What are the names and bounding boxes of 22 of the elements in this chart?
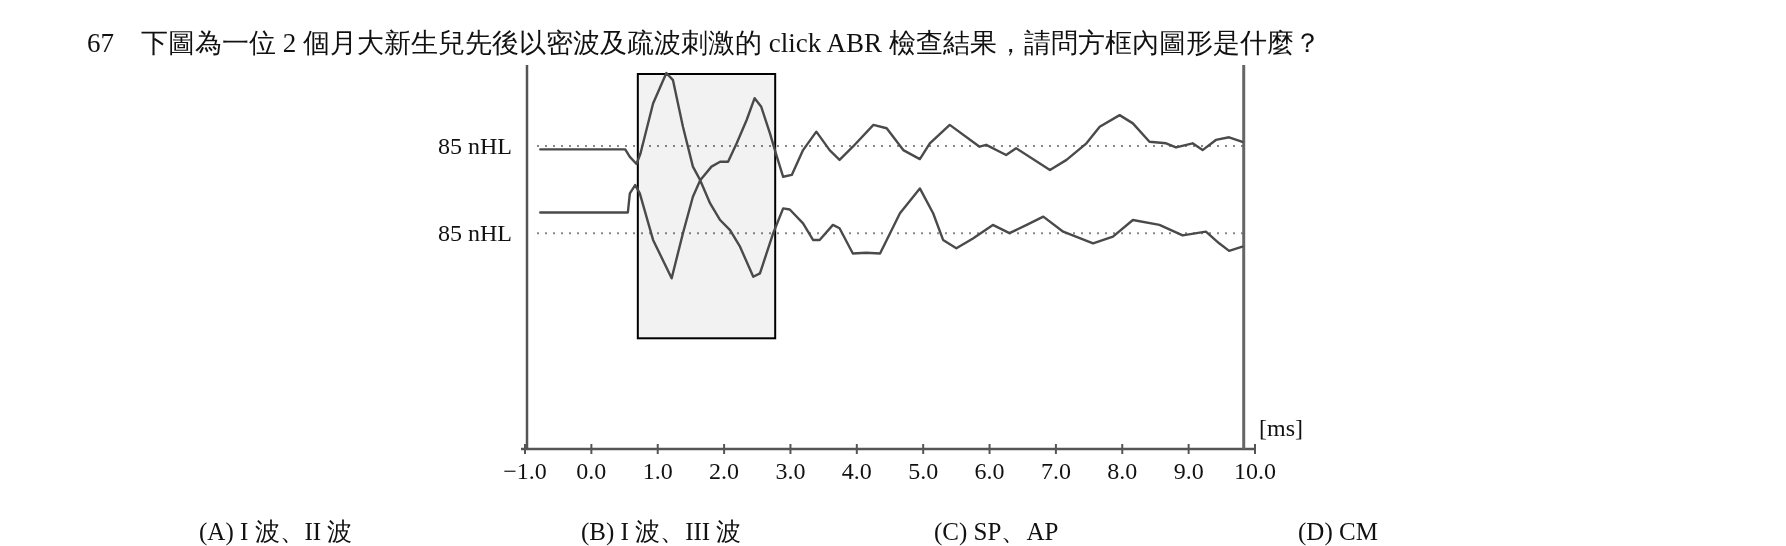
x-tick-label: 4.0 <box>841 458 872 484</box>
ref-line: 85 nHL <box>438 132 1245 159</box>
x-tick-label: 1.0 <box>642 458 673 484</box>
x-axis-title: [ms] <box>1259 415 1303 441</box>
annotation: (C) SP、AP <box>934 518 1059 545</box>
ref-line-label: 85 nHL <box>438 132 512 159</box>
x-tick-label: 8.0 <box>1107 458 1138 484</box>
x-tick-label: 6.0 <box>974 458 1005 484</box>
x-tick-label: 0.0 <box>576 458 607 484</box>
x-tick-label: 7.0 <box>1040 458 1071 484</box>
x-tick-label: 5.0 <box>908 458 939 484</box>
x-tick-label: 10.0 <box>1234 458 1276 484</box>
x-tick-label: 3.0 <box>775 458 806 484</box>
chart-title: 67 下圖為一位 2 個月大新生兒先後以密波及疏波刺激的 click ABR 檢查結果，請問方框內圖形是什麼？ <box>87 28 1321 58</box>
x-tick-label: −1.0 <box>503 458 547 484</box>
annotation: (B) I 波、III 波 <box>581 518 742 545</box>
annotation: (D) CM <box>1298 518 1378 545</box>
x-tick-label: 2.0 <box>709 458 740 484</box>
annotation: (A) I 波、II 波 <box>199 518 353 545</box>
ref-line-label: 85 nHL <box>438 220 512 247</box>
ref-line: 85 nHL <box>438 220 1245 247</box>
x-tick-label: 9.0 <box>1173 458 1204 484</box>
